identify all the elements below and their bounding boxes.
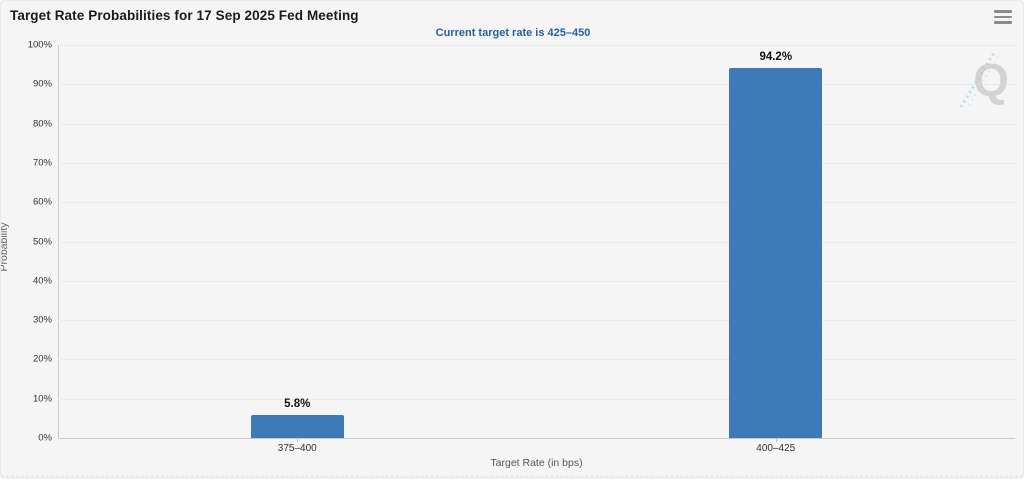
gridline	[58, 123, 1015, 125]
gridline	[58, 45, 1015, 46]
gridline	[58, 359, 1015, 361]
gridline	[58, 398, 1015, 400]
y-tick-label: 10%	[32, 393, 52, 405]
gridline	[58, 84, 1015, 86]
y-tick-label: 100%	[27, 39, 52, 51]
gridline	[58, 320, 1015, 322]
plot-area: 5.8% 94.2%	[58, 45, 1015, 439]
gridline	[58, 280, 1015, 282]
x-category-label: 400–425	[756, 443, 796, 454]
y-tick-label: 20%	[32, 353, 52, 365]
gridline	[58, 241, 1015, 243]
y-tick-label: 80%	[32, 118, 52, 130]
y-tick-label: 60%	[32, 196, 52, 208]
bar-value-label: 94.2%	[759, 50, 793, 63]
x-tick	[775, 438, 777, 442]
y-tick-label: 0%	[38, 432, 52, 444]
bar-375–400[interactable]	[250, 415, 344, 438]
hamburger-bar	[994, 10, 1012, 13]
widget-bottom-edge	[1, 476, 1023, 477]
x-category-label: 375–400	[277, 443, 317, 454]
y-tick-label: 40%	[32, 275, 52, 287]
gridline	[58, 162, 1015, 164]
chart-subtitle: Current target rate is 425–450	[435, 27, 591, 39]
x-tick	[297, 438, 299, 442]
hamburger-menu-icon[interactable]	[994, 10, 1012, 24]
y-tick-label: 50%	[32, 236, 52, 247]
chart-title: Target Rate Probabilities for 17 Sep 202…	[10, 8, 359, 23]
x-axis-title: Target Rate (in bps)	[490, 457, 583, 469]
y-tick-label: 30%	[32, 314, 52, 326]
bar-400–425[interactable]	[729, 67, 823, 438]
gridline	[58, 202, 1015, 204]
x-axis-line	[58, 438, 1015, 439]
y-tick-label: 70%	[32, 157, 52, 169]
hamburger-bar	[994, 15, 1012, 19]
bar-value-label: 5.8%	[284, 398, 311, 411]
y-tick-label: 90%	[32, 78, 52, 90]
hamburger-bar	[994, 21, 1012, 24]
